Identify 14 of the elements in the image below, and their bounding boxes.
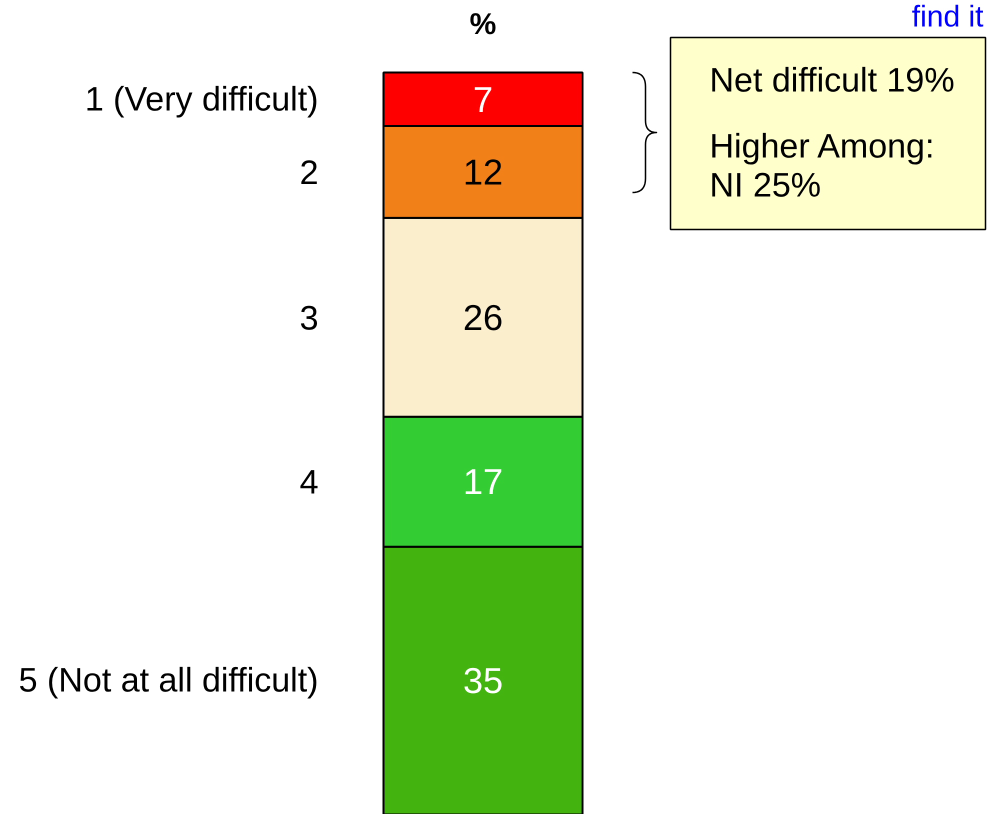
text: Higher Among: NI 25% (710, 128, 934, 205)
data-label: 12 (462, 151, 504, 192)
series-label: 5 (Not at all difficult) (18, 662, 319, 700)
data-label: 17 (462, 461, 504, 502)
series-label: 2 (300, 154, 319, 192)
text: find it (912, 0, 984, 34)
text: Net difficult 19% (710, 62, 955, 100)
series-label: 4 (300, 464, 319, 502)
data-label: 35 (462, 660, 504, 702)
series-label: 1 (Very difficult) (84, 80, 319, 118)
chart-title: % (470, 8, 496, 41)
data-label: 7 (472, 78, 494, 120)
data-label: 26 (462, 296, 504, 338)
series-label: 3 (300, 299, 319, 338)
